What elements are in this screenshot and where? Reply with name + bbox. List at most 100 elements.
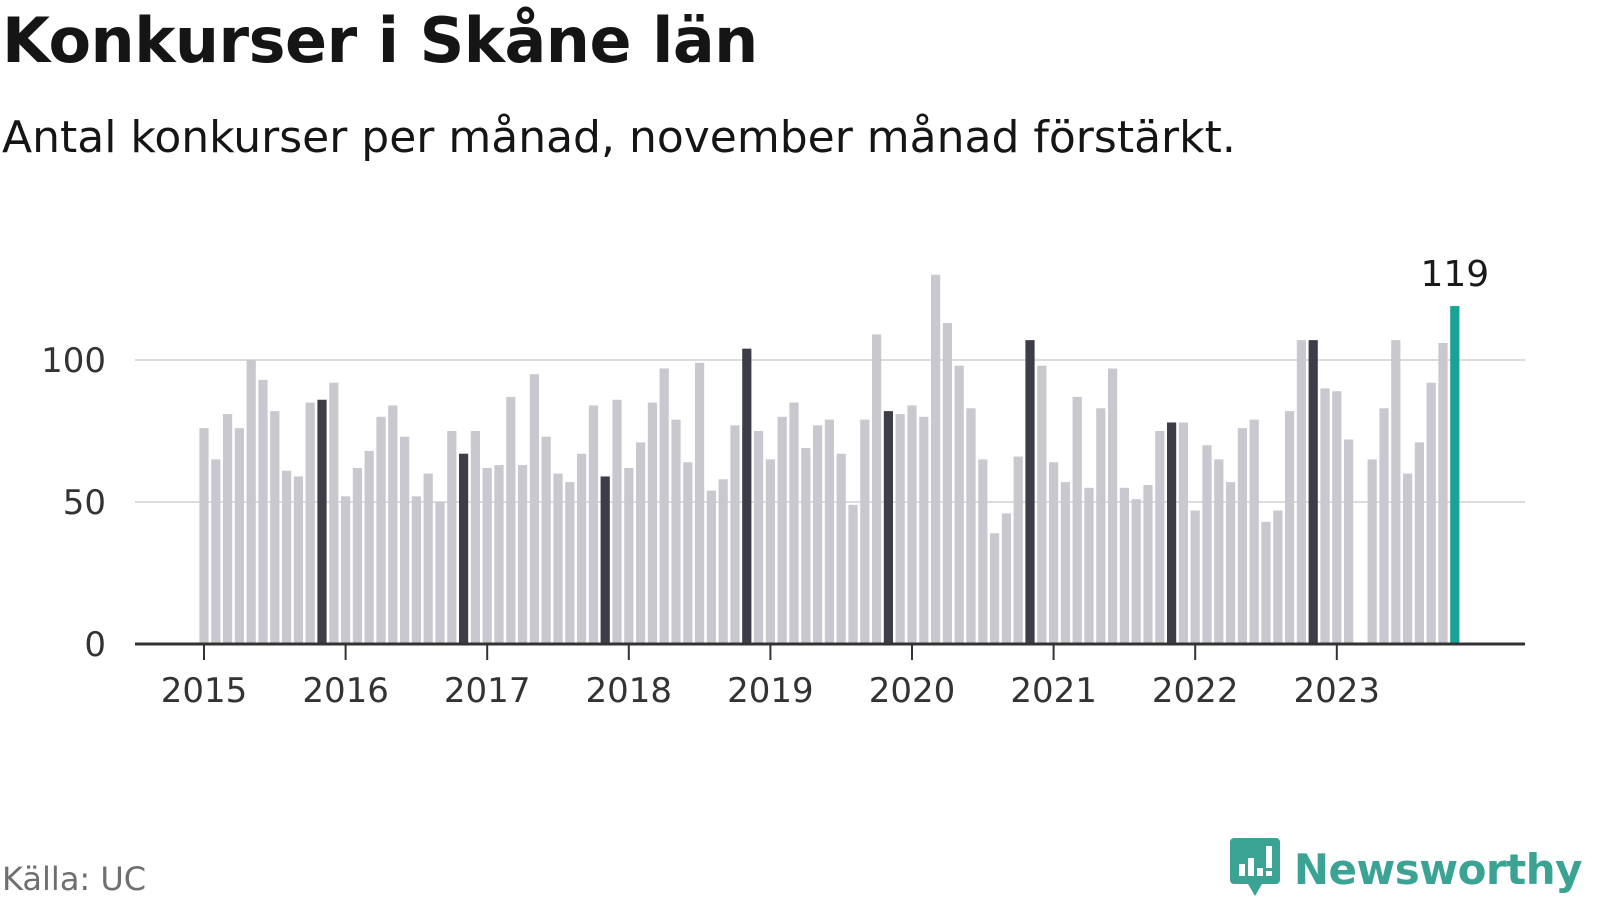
- bar: [1308, 340, 1318, 644]
- source-note: Källa: UC: [2, 860, 147, 898]
- bar: [506, 396, 516, 644]
- bar: [624, 467, 634, 644]
- bar: [459, 453, 469, 644]
- bar: [801, 448, 811, 644]
- bar: [293, 476, 303, 644]
- bar: [518, 465, 528, 644]
- bar: [600, 476, 610, 644]
- bar: [565, 482, 575, 644]
- bar: [954, 365, 964, 644]
- bar: [1226, 482, 1236, 644]
- bar: [1273, 510, 1283, 644]
- bar: [352, 467, 362, 644]
- bar: [742, 348, 752, 644]
- x-tick-label: 2022: [1152, 671, 1239, 711]
- x-axis-ticks: 2015 2016 2017 2018 2019 2020 2021 2022 2023: [161, 644, 1380, 711]
- bar: [730, 425, 740, 644]
- bar: [718, 479, 728, 644]
- bar: [258, 379, 268, 644]
- bar: [777, 416, 787, 644]
- bar: [588, 405, 598, 644]
- annotations: 119: [1420, 254, 1489, 295]
- bar: [376, 416, 386, 644]
- y-tick-label: 0: [84, 625, 106, 665]
- x-tick-label: 2021: [1010, 671, 1097, 711]
- bar: [1379, 408, 1389, 644]
- bar: [494, 465, 504, 644]
- bar: [990, 533, 1000, 644]
- bar: [211, 459, 221, 644]
- bar: [683, 462, 693, 644]
- y-axis-ticks: 0 50 100: [41, 341, 106, 665]
- bar: [234, 428, 244, 644]
- bar: [706, 490, 716, 644]
- bar: [1084, 487, 1094, 644]
- bar: [223, 413, 233, 644]
- bar: [1037, 365, 1047, 644]
- bar: [282, 470, 292, 644]
- bar: [1320, 388, 1330, 644]
- bar: [789, 402, 799, 644]
- bar: [659, 368, 669, 644]
- bar: [1367, 459, 1377, 644]
- bar: [1214, 459, 1224, 644]
- x-tick-label: 2019: [727, 671, 814, 711]
- bar: [942, 323, 952, 644]
- bar: [695, 362, 705, 644]
- bar: [907, 405, 917, 644]
- bar: [1167, 422, 1177, 644]
- bar: [895, 413, 905, 644]
- bar: [400, 436, 410, 644]
- bar: [813, 425, 823, 644]
- bar: [1049, 462, 1059, 644]
- x-tick-label: 2016: [302, 671, 389, 711]
- x-tick-label: 2023: [1294, 671, 1381, 711]
- brand-logo: Newsworthy: [1229, 838, 1583, 900]
- bar: [824, 419, 834, 644]
- bar: [577, 453, 587, 644]
- bar: [529, 374, 539, 644]
- latest-value-label: 119: [1420, 254, 1489, 295]
- bar: [1296, 340, 1306, 644]
- bar: [482, 467, 492, 644]
- bar: [1249, 419, 1259, 644]
- x-tick-label: 2018: [586, 671, 673, 711]
- bar: [765, 459, 775, 644]
- x-tick-label: 2020: [869, 671, 956, 711]
- bar: [1119, 487, 1129, 644]
- bar: [612, 399, 622, 644]
- bar: [1072, 396, 1082, 644]
- bar: [978, 459, 988, 644]
- bar: [553, 473, 563, 644]
- y-tick-label: 100: [41, 341, 106, 381]
- bar: [1332, 391, 1342, 644]
- bar: [848, 504, 858, 644]
- bar: [1131, 499, 1141, 644]
- bar: [447, 431, 457, 644]
- bar: [1237, 428, 1247, 644]
- bar: [364, 450, 374, 644]
- bar: [1426, 382, 1436, 644]
- bar: [1060, 482, 1070, 644]
- brand-name: Newsworthy: [1293, 844, 1583, 894]
- bar: [423, 473, 433, 644]
- bar: [541, 436, 551, 644]
- bar: [1013, 456, 1023, 644]
- bar: [1261, 521, 1271, 644]
- bar: [1025, 340, 1035, 644]
- bar: [270, 411, 280, 644]
- chart-subtitle: Antal konkurser per månad, november måna…: [2, 112, 1236, 163]
- y-tick-label: 50: [63, 483, 106, 523]
- bar: [1285, 411, 1295, 644]
- bar: [1096, 408, 1106, 644]
- bar: [1391, 340, 1401, 644]
- bar: [329, 382, 339, 644]
- bar: [411, 496, 421, 644]
- bar: [1143, 484, 1153, 644]
- bar: [1178, 422, 1188, 644]
- bar: [341, 496, 351, 644]
- x-tick-label: 2017: [444, 671, 531, 711]
- bar: [1155, 431, 1165, 644]
- bar: [860, 419, 870, 644]
